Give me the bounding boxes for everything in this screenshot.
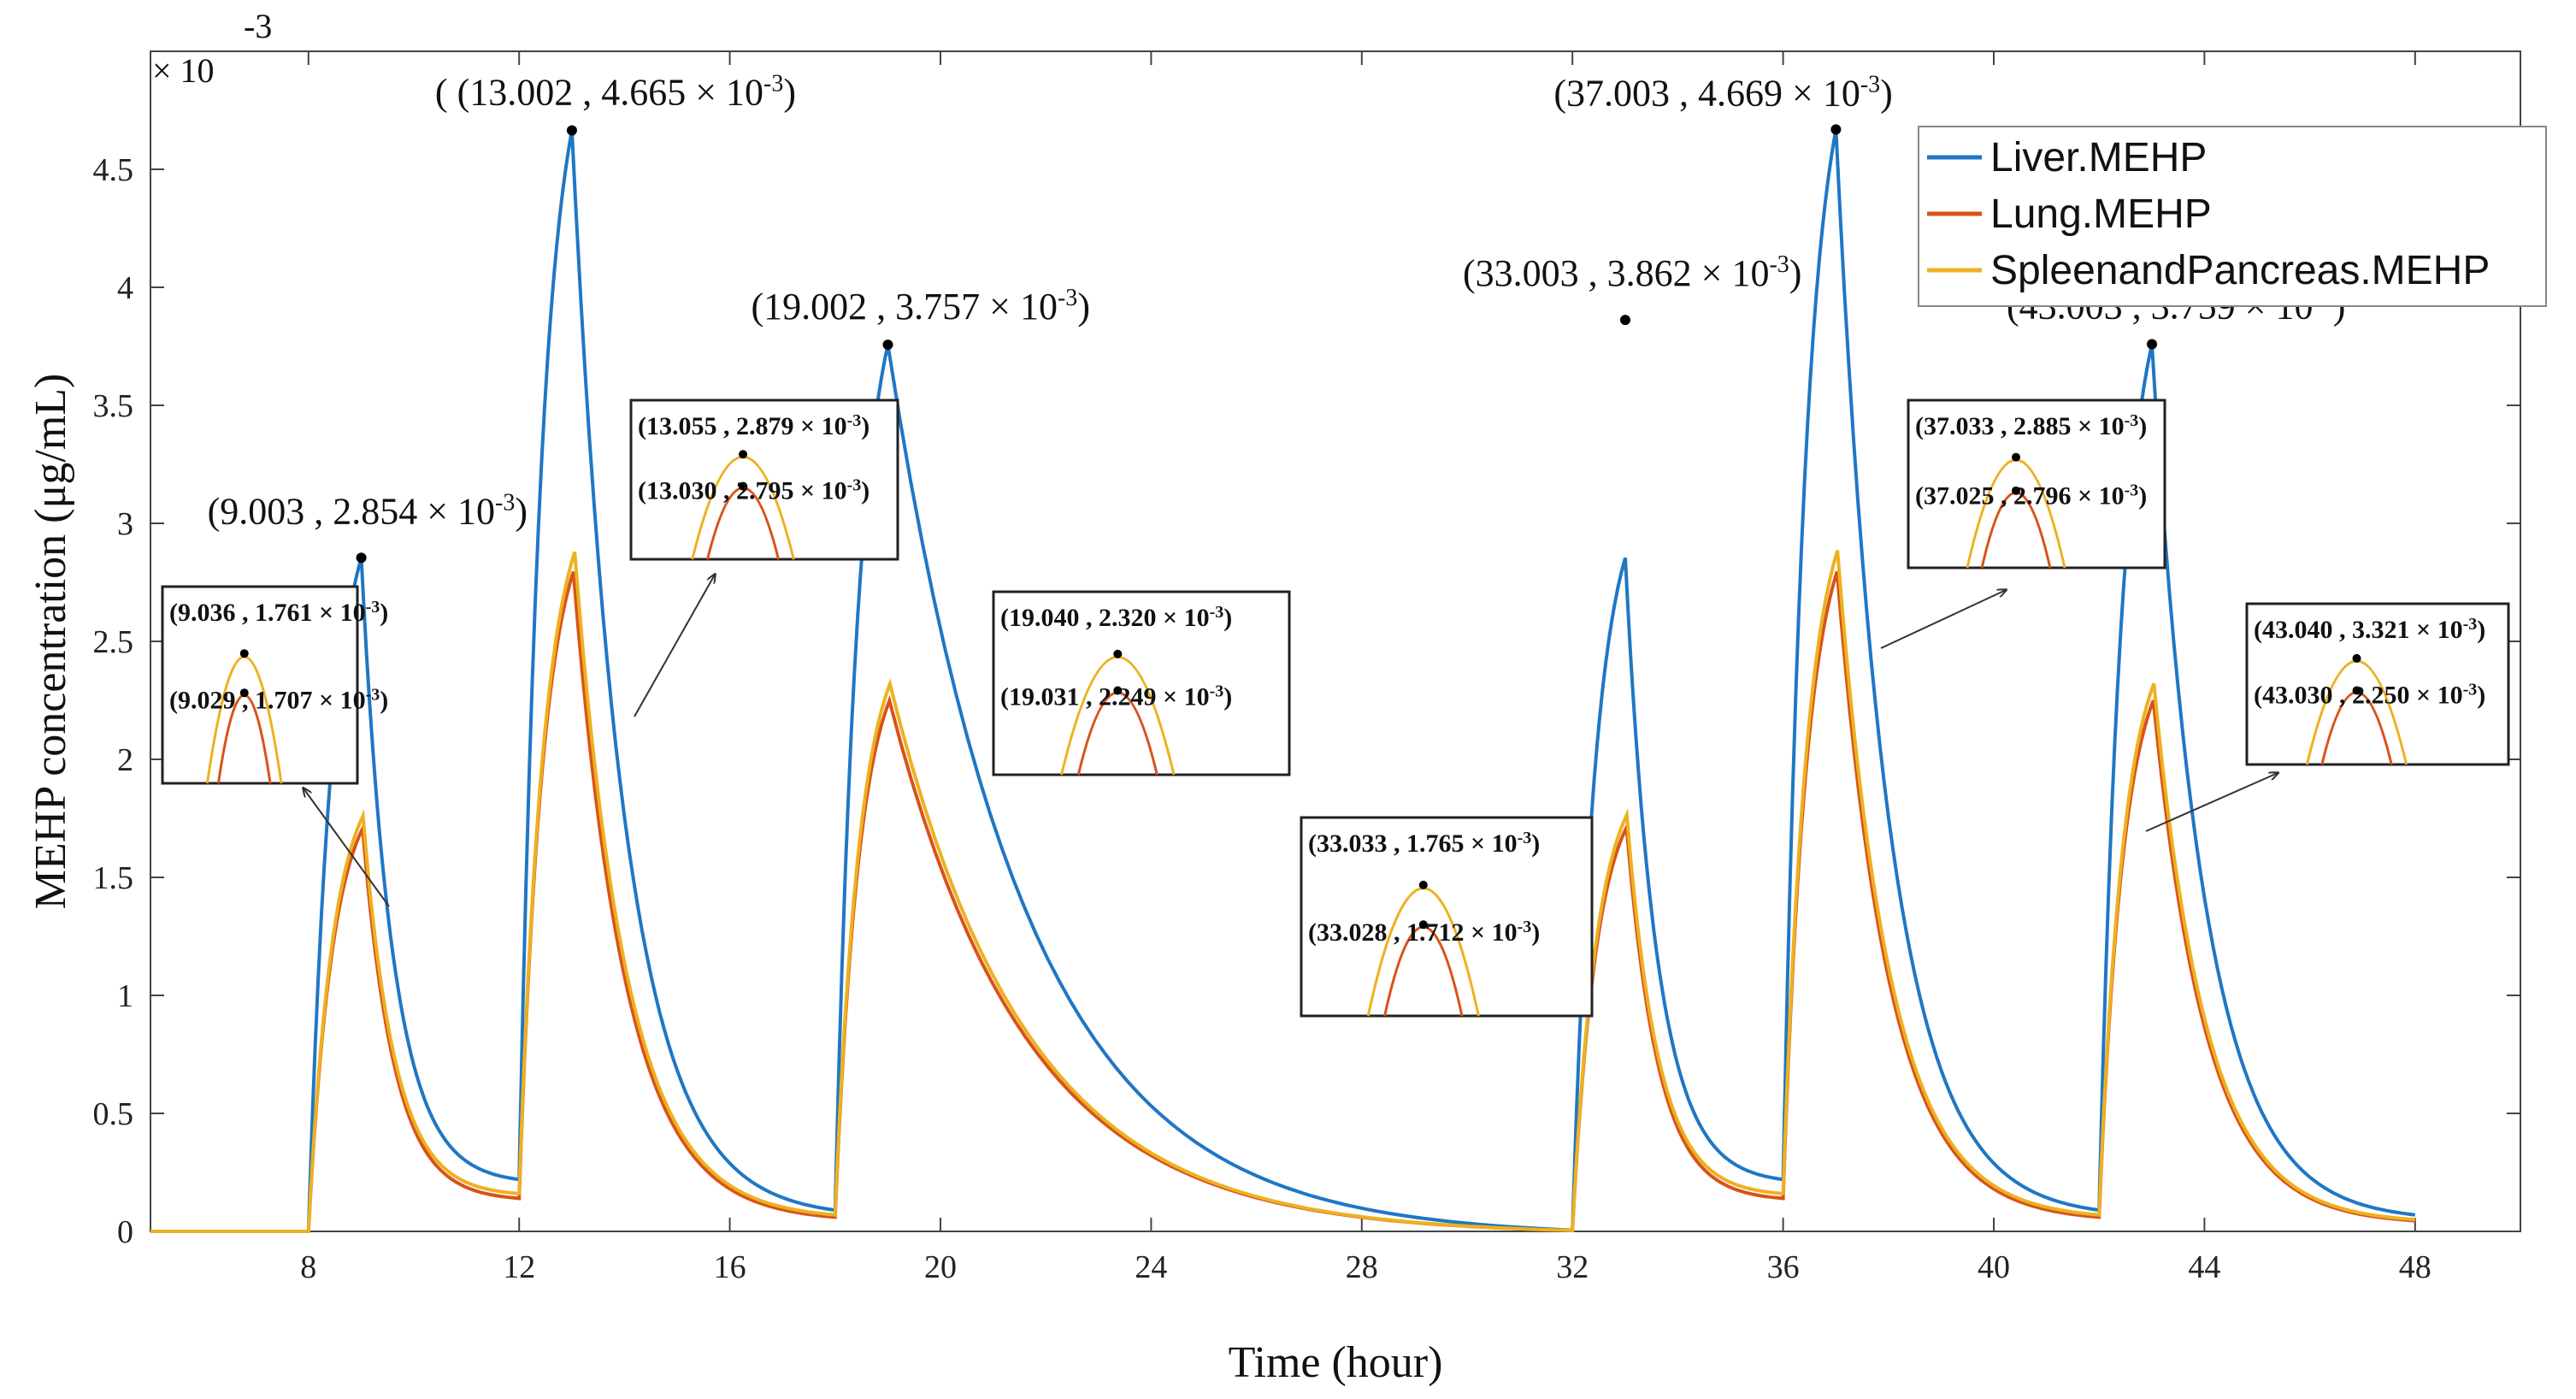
- inset-bottom-label: (9.029 , 1.707 × 10-3): [169, 686, 388, 715]
- peak-marker: [1619, 315, 1630, 326]
- y-multiplier-label: × 10: [152, 51, 215, 90]
- inset-box-13: (13.055 , 2.879 × 10-3) (13.030 , 2.795 ×…: [629, 398, 899, 561]
- peak-marker: [566, 125, 577, 136]
- inset-frame: [1300, 816, 1594, 1018]
- y-tick-label: 1.5: [93, 860, 134, 896]
- x-tick-label: 24: [1135, 1249, 1167, 1285]
- inset-box-19: (19.040 , 2.320 × 10-3) (19.031 , 2.249 ×…: [992, 590, 1291, 776]
- x-tick-label: 32: [1556, 1249, 1589, 1285]
- x-tick-label: 40: [1978, 1249, 2010, 1285]
- y-axis-title: MEHP concentration (μg/mL): [27, 374, 75, 910]
- inset-zoom-boxes: (9.036 , 1.761 × 10-3) (9.029 , 1.707 × 1…: [161, 398, 2510, 1018]
- peak-label: (37.003 , 4.669 × 10-3): [1553, 71, 1892, 114]
- y-multiplier-base: × 10: [152, 51, 215, 90]
- inset-bottom-marker: [2352, 686, 2361, 695]
- x-tick-label: 8: [300, 1249, 316, 1285]
- x-tick-label: 36: [1767, 1249, 1800, 1285]
- inset-arrow: [1880, 590, 2006, 649]
- y-tick-label: 0: [117, 1214, 133, 1250]
- y-tick-label: 3.5: [93, 388, 134, 424]
- peak-label: (19.002 , 3.757 × 10-3): [752, 285, 1090, 328]
- inset-box-33: (33.033 , 1.765 × 10-3) (33.028 , 1.712 ×…: [1300, 816, 1594, 1018]
- inset-top-label: (9.036 , 1.761 × 10-3): [169, 598, 388, 627]
- inset-frame: [2245, 602, 2510, 766]
- legend: Liver.MEHP Lung.MEHP SpleenandPancreas.MEH…: [1918, 126, 2547, 307]
- inset-bottom-marker: [1113, 686, 1123, 695]
- inset-top-marker: [2352, 653, 2361, 663]
- peak-marker: [2146, 339, 2157, 350]
- x-tick-label: 16: [714, 1249, 746, 1285]
- inset-frame: [1907, 398, 2166, 570]
- inset-bottom-label: (33.028 , 1.712 × 10-3): [1308, 918, 1540, 947]
- inset-top-label: (43.040 , 3.321 × 10-3): [2254, 615, 2485, 644]
- inset-arrow: [304, 788, 390, 907]
- inset-top-marker: [739, 450, 748, 459]
- legend-entry: SpleenandPancreas.MEHP: [1990, 248, 2490, 293]
- peak-label: (33.003 , 3.862 × 10-3): [1463, 251, 1801, 294]
- peak-label: ( (13.002 , 4.665 × 10-3): [435, 70, 796, 113]
- x-tick-label: 12: [503, 1249, 535, 1285]
- series-line-liver-mehp: [150, 129, 2416, 1233]
- legend-box: [1918, 126, 2547, 307]
- inset-top-label: (13.055 , 2.879 × 10-3): [638, 411, 869, 440]
- inset-arrow: [2145, 773, 2278, 832]
- x-axis-title: Time (hour): [1229, 1338, 1443, 1387]
- legend-entry: Liver.MEHP: [1990, 135, 2207, 180]
- inset-top-marker: [1113, 649, 1123, 658]
- inset-bottom-label: (13.030 , 2.795 × 10-3): [638, 475, 869, 505]
- inset-bottom-label: (37.025 , 2.796 × 10-3): [1915, 481, 2147, 511]
- y-tick-label: 4: [117, 270, 133, 306]
- inset-top-label: (33.033 , 1.765 × 10-3): [1308, 829, 1540, 858]
- x-axis-ticks: 8 12 16 20 24 28 32 36 40 44 48: [300, 51, 2432, 1285]
- x-tick-label: 44: [2188, 1249, 2220, 1285]
- peak-marker: [356, 552, 367, 564]
- legend-entry: Lung.MEHP: [1990, 192, 2212, 237]
- inset-box-37: (37.033 , 2.885 × 10-3) (37.025 , 2.796 ×…: [1907, 398, 2166, 570]
- inset-top-marker: [2012, 452, 2020, 462]
- inset-top-marker: [239, 649, 249, 658]
- x-tick-label: 20: [924, 1249, 957, 1285]
- y-tick-label: 3: [117, 506, 133, 542]
- inset-bottom-marker: [239, 688, 249, 698]
- inset-arrow: [634, 575, 715, 717]
- x-tick-label: 28: [1346, 1249, 1378, 1285]
- peak-marker: [882, 339, 893, 351]
- inset-frame: [161, 585, 359, 785]
- y-tick-label: 2.5: [93, 624, 134, 660]
- peak-label: (9.003 , 2.854 × 10-3): [208, 489, 528, 532]
- series-lines: [150, 129, 2416, 1233]
- inset-frame: [992, 590, 1291, 776]
- inset-frame: [629, 398, 899, 561]
- y-multiplier-exponent: -3: [244, 7, 272, 45]
- y-tick-label: 4.5: [93, 152, 134, 188]
- series-line-spleenandpancreas-mehp: [150, 550, 2415, 1233]
- inset-bottom-label: (19.031 , 2.249 × 10-3): [1000, 682, 1232, 711]
- inset-bottom-label: (43.030 , 2.250 × 10-3): [2254, 681, 2485, 710]
- y-tick-label: 0.5: [93, 1096, 134, 1132]
- inset-bottom-marker: [739, 481, 748, 491]
- x-tick-label: 48: [2399, 1249, 2432, 1285]
- inset-bottom-marker: [2012, 486, 2020, 495]
- inset-top-marker: [1418, 880, 1428, 889]
- y-tick-label: 2: [117, 742, 133, 778]
- inset-box-9: (9.036 , 1.761 × 10-3) (9.029 , 1.707 × 1…: [161, 585, 388, 785]
- peak-marker: [1830, 124, 1842, 135]
- inset-bottom-marker: [1418, 920, 1428, 930]
- y-tick-label: 1: [117, 978, 133, 1014]
- inset-top-label: (37.033 , 2.885 × 10-3): [1915, 411, 2147, 440]
- y-axis-ticks: 0 0.5 1 1.5 2 2.5 3 3.5 4 4.5: [93, 152, 2520, 1250]
- inset-top-label: (19.040 , 2.320 × 10-3): [1000, 603, 1232, 632]
- inset-box-43: (43.040 , 3.321 × 10-3) (43.030 , 2.250 ×…: [2245, 602, 2510, 766]
